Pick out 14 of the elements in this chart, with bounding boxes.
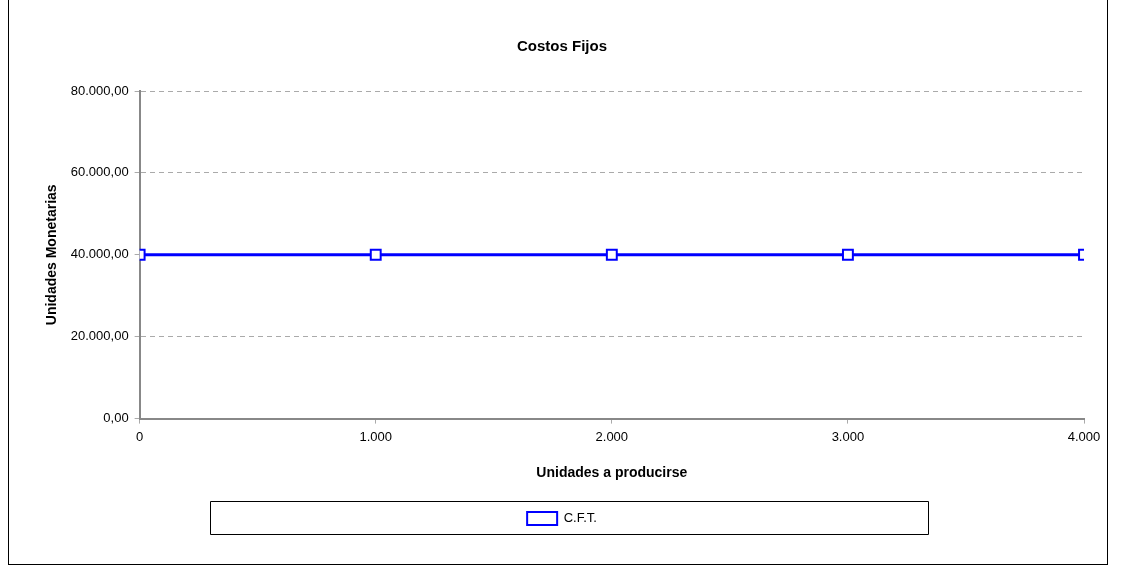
- x-tick-label: 1.000: [359, 428, 392, 444]
- x-tick-label: 4.000: [1067, 428, 1101, 444]
- chart-title: Costos Fijos: [516, 37, 608, 55]
- x-tick-label: 3.000: [831, 428, 865, 444]
- x-axis-title: Unidades a producirse: [536, 464, 688, 481]
- legend-label: C.F.T.: [563, 510, 597, 526]
- x-tick-label: 0: [136, 428, 144, 444]
- y-tick-label: 40.000,00: [70, 246, 129, 262]
- y-tick-label: 80.000,00: [70, 82, 129, 98]
- x-tick-label: 2.000: [595, 428, 629, 444]
- y-tick-label: 0,00: [103, 410, 129, 426]
- y-tick-label: 60.000,00: [70, 164, 129, 180]
- y-tick-label: 20.000,00: [70, 328, 129, 344]
- y-axis-title: Unidades Monetarias: [43, 184, 60, 326]
